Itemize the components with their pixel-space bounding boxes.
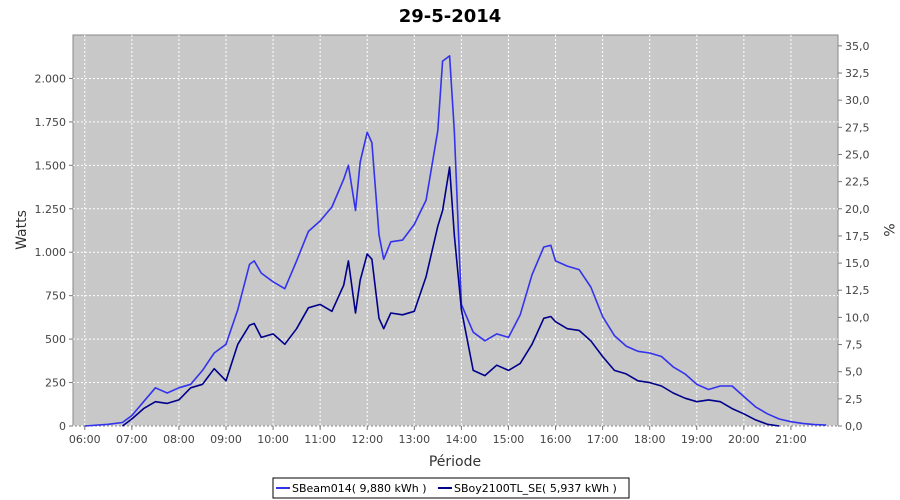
y-tick-label: 1.000 [35, 246, 67, 259]
x-tick-label: 12:00 [351, 433, 383, 446]
x-tick-label: 14:00 [446, 433, 478, 446]
y2-tick-label: 30,0 [845, 94, 870, 107]
y-tick-label: 0 [59, 420, 66, 433]
legend: SBeam014( 9,880 kWh ) SBoy2100TL_SE( 5,9… [272, 477, 630, 499]
y2-tick-label: 10,0 [845, 311, 870, 324]
x-tick-label: 13:00 [398, 433, 430, 446]
x-tick-label: 10:00 [257, 433, 289, 446]
x-tick-label: 07:00 [116, 433, 148, 446]
y-tick-label: 1.500 [35, 159, 67, 172]
x-tick-label: 11:00 [304, 433, 336, 446]
y2-tick-label: 2,5 [845, 393, 863, 406]
y2-tick-label: 15,0 [845, 257, 870, 270]
y2-tick-label: 25,0 [845, 148, 870, 161]
y-tick-label: 2.000 [35, 72, 67, 85]
x-tick-label: 09:00 [210, 433, 242, 446]
y2-tick-label: 7,5 [845, 339, 863, 352]
y2-axis-label: % [880, 223, 896, 236]
x-axis: 06:00 07:00 08:00 09:00 10:00 11:00 12:00 13:00… [69, 426, 807, 446]
y2-tick-label: 12,5 [845, 284, 870, 297]
plot-area [72, 34, 839, 427]
y-tick-label: 750 [45, 290, 66, 303]
y2-tick-label: 35,0 [845, 40, 870, 53]
y-axis-right: 0,0 2,5 5,0 7,5 10,0 12,5 15,0 17,5 20,0 22,5 25,0… [838, 40, 870, 433]
series-lines [84, 55, 827, 427]
y-tick-label: 500 [45, 333, 66, 346]
y2-tick-label: 0,0 [845, 420, 863, 433]
series-line-2 [121, 166, 780, 427]
series-line-1 [84, 55, 827, 427]
x-tick-label: 17:00 [587, 433, 619, 446]
gridlines [73, 35, 838, 427]
x-tick-label: 19:00 [681, 433, 713, 446]
y2-tick-label: 5,0 [845, 366, 863, 379]
x-tick-label: 21:00 [775, 433, 807, 446]
y-axis-label: Watts [14, 210, 30, 250]
y2-tick-label: 22,5 [845, 176, 870, 189]
x-tick-label: 20:00 [728, 433, 760, 446]
chart-title: 29-5-2014 [399, 6, 502, 27]
x-tick-label: 18:00 [634, 433, 666, 446]
legend-label-series-2: SBoy2100TL_SE( 5,937 kWh ) [454, 482, 617, 495]
x-tick-label: 08:00 [163, 433, 195, 446]
y-tick-label: 1.250 [35, 203, 67, 216]
y-tick-label: 250 [45, 377, 66, 390]
y2-tick-label: 17,5 [845, 230, 870, 243]
x-tick-label: 16:00 [540, 433, 572, 446]
legend-label-series-1: SBeam014( 9,880 kWh ) [292, 482, 427, 495]
y-axis-left: 0 250 500 750 1.000 1.250 1.500 1.750 2.000 [35, 72, 73, 433]
y2-tick-label: 32,5 [845, 67, 870, 80]
x-axis-label: Période [429, 454, 481, 470]
y2-tick-label: 27,5 [845, 121, 870, 134]
y2-tick-label: 20,0 [845, 203, 870, 216]
x-tick-label: 15:00 [493, 433, 525, 446]
y-tick-label: 1.750 [35, 116, 67, 129]
x-tick-label: 06:00 [69, 433, 101, 446]
